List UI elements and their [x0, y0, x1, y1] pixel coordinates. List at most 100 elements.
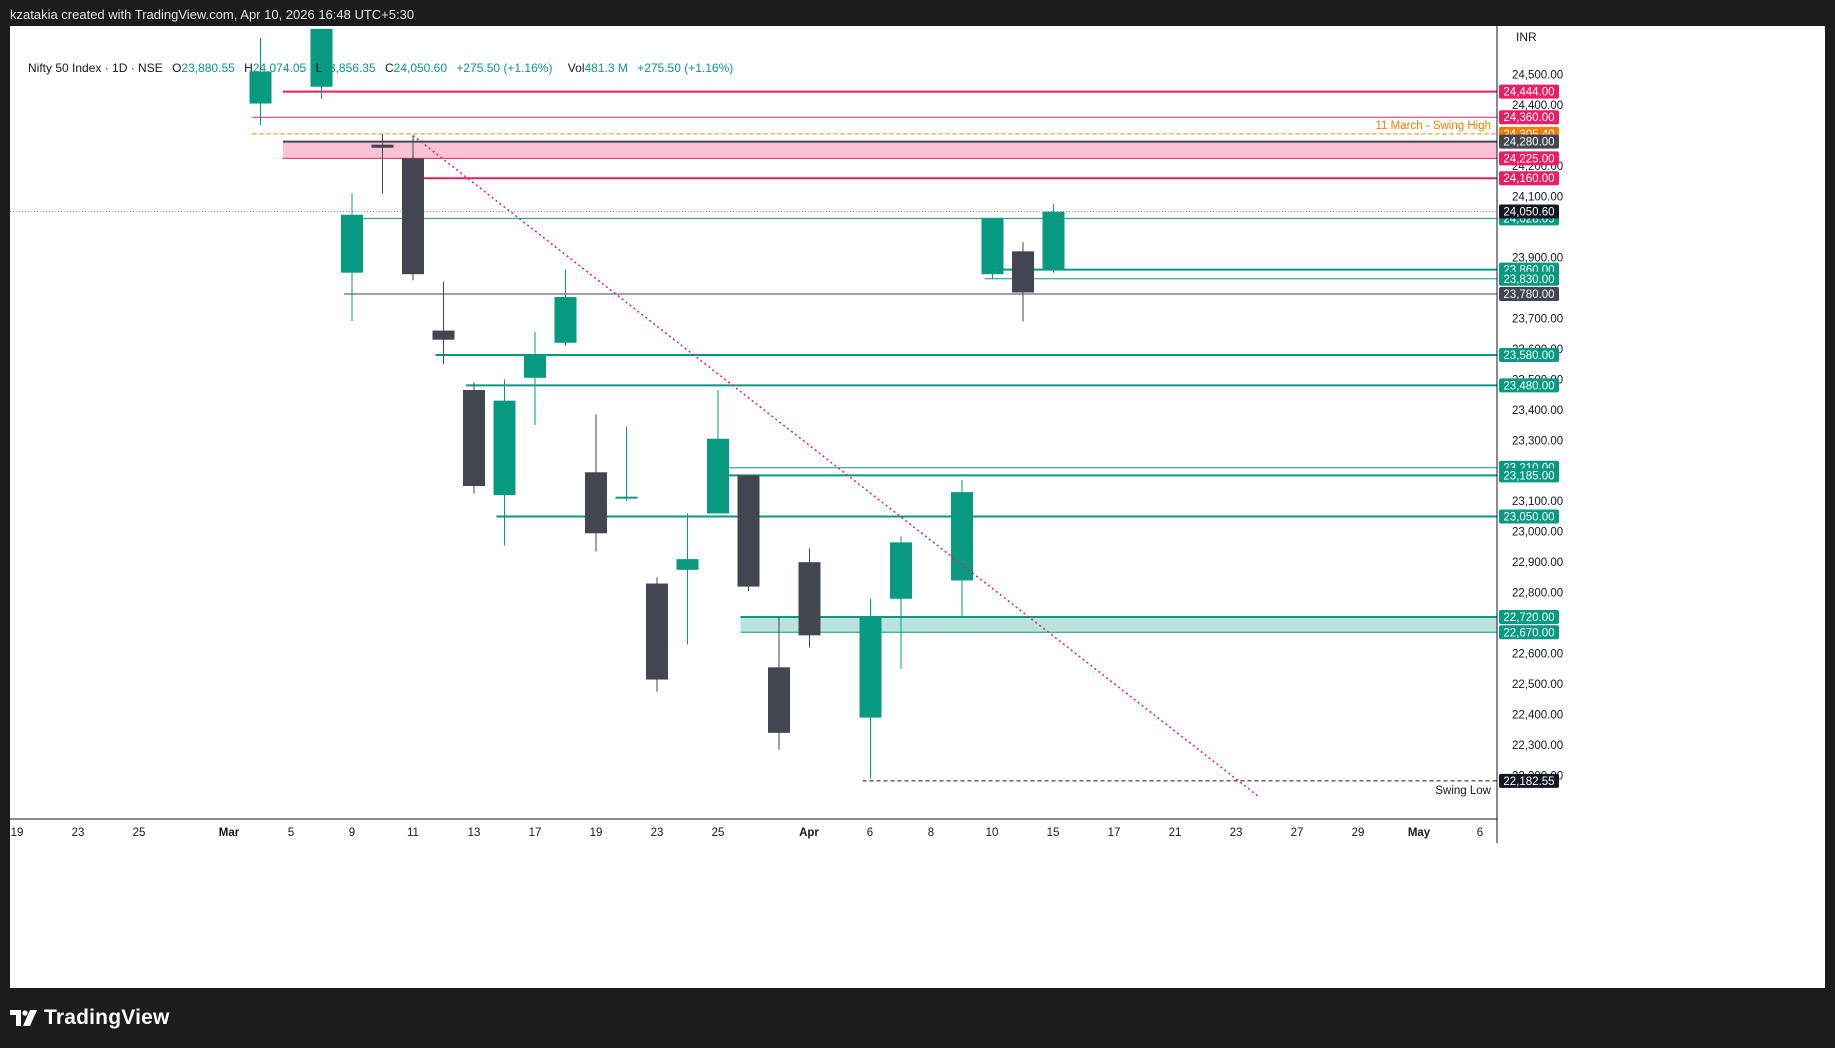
candle-body: [737, 475, 760, 587]
price-tick-label: 23,900.00: [1512, 252, 1563, 264]
candlestick-chart[interactable]: INR24,500.0024,400.0024,200.0024,100.002…: [10, 26, 1825, 988]
tradingview-logo-icon: [10, 1010, 37, 1026]
candle-2026-04-09[interactable]: [1042, 204, 1065, 273]
candle-2026-03-24[interactable]: [676, 513, 699, 645]
candle-2026-03-30[interactable]: [798, 548, 821, 648]
candle-2026-03-04[interactable]: [249, 38, 272, 125]
candle-body: [402, 158, 424, 275]
symbol-name[interactable]: Nifty 50 Index · 1D · NSE: [28, 61, 163, 75]
candle-2026-04-02[interactable]: [890, 536, 912, 669]
price-tag-bg: [1499, 84, 1559, 99]
candle-2026-03-12[interactable]: [432, 281, 455, 365]
high-value: 24,074.05: [252, 61, 307, 75]
price-tick-label: 23,700.00: [1512, 313, 1563, 325]
price-tag-bg: [1499, 509, 1559, 524]
candle-body: [554, 297, 577, 343]
candle-body: [859, 617, 882, 718]
candle-2026-03-19[interactable]: [585, 414, 607, 552]
footer-brand: TradingView: [10, 1002, 170, 1034]
price-tick-label: 22,800.00: [1512, 588, 1563, 600]
level-price-tag: 24,360.00: [1499, 110, 1559, 125]
candle-body: [615, 496, 638, 499]
price-tag-bg: [1499, 287, 1559, 301]
price-tag-bg: [1499, 347, 1559, 362]
candle-body: [1012, 251, 1034, 293]
level-price-tag: 23,480.00: [1499, 378, 1559, 393]
candle-2026-03-11[interactable]: [402, 135, 424, 281]
candle-body: [432, 330, 455, 340]
time-tick-label: 6: [867, 827, 873, 839]
candle-2026-04-01[interactable]: [859, 598, 882, 779]
price-tick-label: 22,300.00: [1512, 740, 1563, 752]
time-tick-label: 9: [349, 827, 355, 839]
price-tag-text: 24,444.00: [1503, 87, 1554, 99]
high-label: H: [244, 61, 253, 75]
time-tick-label: 19: [590, 827, 603, 839]
candle-2026-03-17[interactable]: [524, 332, 546, 426]
attribution-text: kzatakia created with TradingView.com, A…: [10, 7, 415, 22]
price-tick-label: 22,400.00: [1512, 710, 1563, 722]
time-tick-label: 6: [1477, 827, 1483, 839]
price-tag-bg: [1499, 610, 1559, 625]
time-tick-label: 8: [928, 827, 934, 839]
time-tick-label: 23: [651, 827, 664, 839]
candle-body: [646, 583, 668, 680]
candle-2026-03-10[interactable]: [371, 134, 394, 194]
candle-body: [310, 28, 333, 87]
price-tag-text: 22,720.00: [1503, 612, 1554, 624]
level-price-tag: 22,720.00: [1499, 610, 1559, 625]
low-value: 23,856.35: [322, 61, 376, 75]
time-tick-label: Apr: [799, 827, 819, 839]
price-tag-text: 23,580.00: [1503, 350, 1554, 362]
time-tick-label: 15: [1047, 827, 1060, 839]
candle-2026-04-08[interactable]: [1012, 242, 1034, 322]
candle-2026-03-20[interactable]: [615, 426, 638, 502]
attribution-bar: kzatakia created with TradingView.com, A…: [0, 0, 1835, 26]
price-tag-bg: [1499, 271, 1559, 286]
candle-2026-03-13[interactable]: [463, 382, 485, 494]
level-price-tag: 23,780.00: [1499, 287, 1559, 301]
price-tick-label: 23,000.00: [1512, 527, 1563, 539]
candle-2026-03-27[interactable]: [768, 617, 790, 750]
candle-2026-03-06[interactable]: [310, 28, 333, 99]
time-tick-label: 25: [712, 827, 725, 839]
volume-value: 481.3 M: [584, 61, 628, 75]
change-value: +275.50 (+1.16%): [456, 61, 553, 75]
current-price-tag: 24,050.60: [1499, 204, 1559, 219]
candle-body: [371, 144, 394, 148]
price-tag-text: 23,480.00: [1503, 380, 1554, 392]
candle-2026-03-23[interactable]: [646, 577, 668, 692]
candle-2026-04-06[interactable]: [951, 479, 973, 618]
chart-panel[interactable]: INR 24,500.00 24,400.00 24,200.00 24,100.00 2…: [10, 26, 1825, 988]
candle-2026-03-16[interactable]: [493, 379, 516, 546]
candle-2026-03-25[interactable]: [707, 390, 729, 514]
price-tag-text: 23,185.00: [1503, 470, 1554, 482]
price-zone: [740, 617, 1497, 633]
price-tag-text: 24,225.00: [1503, 153, 1554, 165]
level-price-tag: 24,160.00: [1499, 171, 1559, 186]
level-price-tag: 24,225.00: [1499, 151, 1559, 166]
price-tag-text: 22,182.55: [1503, 776, 1554, 788]
time-tick-label: 17: [529, 827, 542, 839]
time-tick-label: 29: [1352, 827, 1365, 839]
candle-2026-03-26[interactable]: [737, 475, 760, 592]
descending-trendline[interactable]: [412, 134, 1260, 798]
level-price-tag: 22,182.55: [1499, 773, 1559, 788]
low-label: L: [315, 61, 323, 75]
candle-2026-04-07[interactable]: [981, 217, 1004, 279]
price-tag-bg: [1499, 134, 1559, 149]
price-tick-label: 24,100.00: [1512, 191, 1563, 203]
candle-body: [798, 562, 821, 636]
candle-body: [493, 400, 516, 496]
price-tag-bg: [1499, 773, 1559, 788]
time-tick-label: 23: [1230, 827, 1243, 839]
time-tick-label: 21: [1169, 827, 1182, 839]
level-price-tag: 24,280.00: [1499, 134, 1559, 149]
price-tick-label: 24,400.00: [1512, 100, 1563, 112]
price-tag-text: 23,830.00: [1503, 274, 1554, 286]
volume-label: Vol: [567, 61, 585, 75]
candle-2026-03-09[interactable]: [341, 193, 363, 322]
candle-body: [707, 438, 729, 514]
candle-2026-03-18[interactable]: [554, 269, 577, 346]
candle-body: [951, 492, 973, 581]
